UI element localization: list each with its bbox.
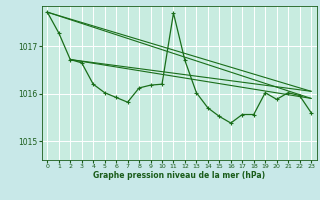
X-axis label: Graphe pression niveau de la mer (hPa): Graphe pression niveau de la mer (hPa) xyxy=(93,171,265,180)
